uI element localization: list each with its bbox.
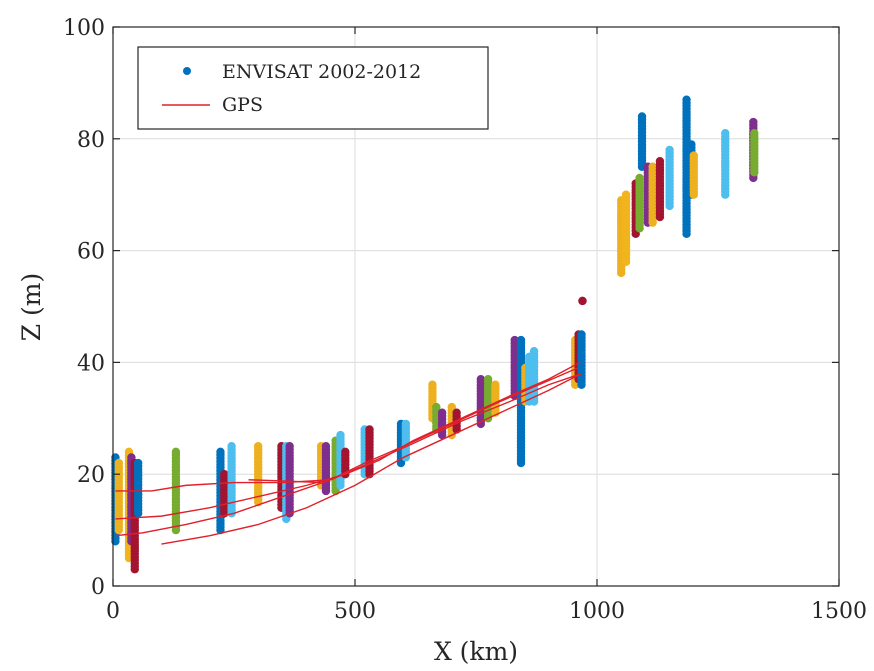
envisat-point <box>665 145 674 155</box>
y-tick-label: 80 <box>77 128 105 153</box>
envisat-point <box>689 151 698 160</box>
envisat-point <box>516 335 526 345</box>
envisat-track <box>655 156 665 222</box>
envisat-point <box>341 447 350 457</box>
envisat-track <box>171 447 181 535</box>
envisat-track <box>285 442 294 518</box>
gps-line <box>115 367 578 537</box>
envisat-track <box>365 425 374 479</box>
envisat-point <box>220 470 229 479</box>
envisat-point <box>285 442 294 451</box>
envisat-point <box>437 408 447 417</box>
x-tick-label: 0 <box>106 599 120 624</box>
envisat-point <box>510 335 519 345</box>
envisat-point <box>655 156 665 166</box>
y-axis-label: Z (m) <box>17 273 46 342</box>
envisat-point <box>254 442 263 451</box>
envisat-point <box>114 458 124 468</box>
gps-line <box>248 479 322 484</box>
gps-line <box>115 361 581 520</box>
envisat-track <box>227 442 236 518</box>
envisat-track <box>665 145 674 211</box>
envisat-point <box>749 117 758 127</box>
envisat-point <box>401 419 411 429</box>
envisat-track <box>133 458 143 518</box>
y-tick-label: 100 <box>63 16 105 41</box>
envisat-point <box>648 162 657 171</box>
envisat-point <box>750 129 759 138</box>
axes-frame <box>112 26 840 587</box>
y-tick-label: 60 <box>77 240 105 265</box>
envisat-track <box>648 162 657 227</box>
envisat-point <box>687 140 696 149</box>
envisat-point <box>321 442 331 451</box>
legend-label-envisat: ENVISAT 2002-2012 <box>222 61 421 83</box>
envisat-point <box>171 447 181 457</box>
envisat-point <box>428 380 437 389</box>
envisat-point <box>216 447 225 457</box>
x-tick-label: 1000 <box>569 599 625 624</box>
envisat-track <box>637 112 647 171</box>
envisat-track <box>483 374 493 423</box>
envisat-track <box>114 458 124 535</box>
envisat-track <box>578 296 587 306</box>
envisat-track <box>621 190 631 266</box>
envisat-point <box>491 380 500 389</box>
envisat-track <box>321 442 331 496</box>
envisat-point <box>721 129 730 138</box>
envisat-track <box>689 151 698 199</box>
envisat-track <box>491 380 500 417</box>
envisat-track <box>437 408 447 440</box>
envisat-point <box>365 425 374 434</box>
envisat-track <box>577 330 586 389</box>
envisat-point <box>452 408 461 417</box>
x-tick-label: 500 <box>334 599 376 624</box>
x-axis-label: X (km) <box>434 637 518 666</box>
envisat-track <box>635 173 644 233</box>
legend-box <box>137 46 489 130</box>
envisat-point <box>447 402 456 412</box>
envisat-point <box>133 458 143 468</box>
legend-label-gps: GPS <box>222 94 263 116</box>
envisat-point <box>621 190 631 199</box>
y-tick-label: 0 <box>91 575 105 600</box>
envisat-point <box>637 112 647 121</box>
envisat-point <box>483 374 493 384</box>
envisat-point <box>432 402 441 412</box>
envisat-track <box>721 129 730 199</box>
envisat-track <box>750 129 759 177</box>
envisat-point <box>577 330 586 339</box>
gps-line <box>161 372 582 545</box>
legend: ENVISAT 2002-2012 GPS <box>137 46 489 130</box>
x-tick-label: 1500 <box>811 599 867 624</box>
envisat-point <box>227 442 236 451</box>
y-tick-label: 40 <box>77 351 105 376</box>
envisat-track <box>220 470 229 518</box>
legend-marker-envisat <box>183 67 191 75</box>
envisat-point <box>682 95 691 104</box>
envisat-point <box>635 173 644 183</box>
gps-line <box>115 372 582 492</box>
ticks: 0 500 1000 1500 0 20 40 60 80 100 <box>63 16 867 624</box>
envisat-point <box>336 430 345 440</box>
envisat-point <box>578 296 587 306</box>
plot-area <box>111 95 759 574</box>
y-tick-label: 20 <box>77 463 105 488</box>
envisat-point <box>529 347 539 356</box>
envisat-point <box>476 374 486 384</box>
